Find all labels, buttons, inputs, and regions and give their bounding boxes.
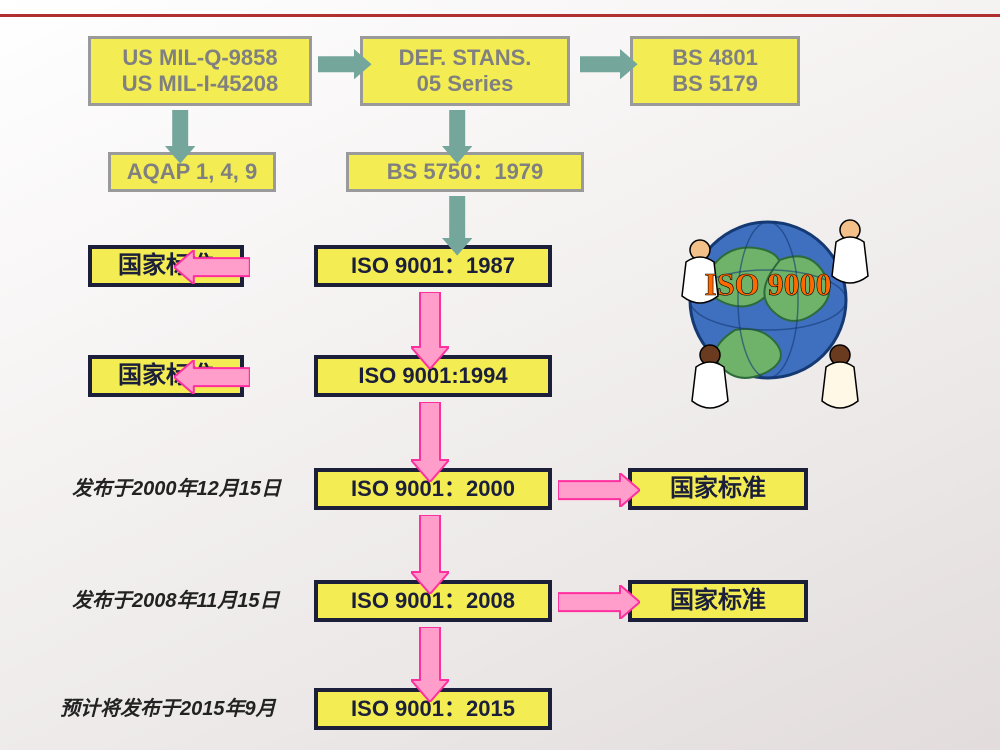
top-rule	[0, 14, 1000, 17]
arrow-a-1987-1994	[411, 292, 449, 369]
globe-label: ISO 9000	[704, 266, 831, 302]
box-us-mil: US MIL-Q-9858 US MIL-I-45208	[88, 36, 312, 106]
globe-clipart: ISO 9000	[640, 200, 900, 420]
box-bs4801: BS 4801 BS 5179	[630, 36, 800, 106]
arrow-a-2008-2015	[411, 627, 449, 702]
arrow-a-2008-nat	[558, 585, 640, 619]
box-nat-4: 国家标准	[628, 580, 808, 622]
arrow-a-def-bs	[580, 49, 638, 79]
note-note-2000: 发布于2000年12月15日	[72, 472, 281, 501]
box-iso1987: ISO 9001：1987	[314, 245, 552, 287]
arrow-a-2000-nat	[558, 473, 640, 507]
box-def-stans: DEF. STANS. 05 Series	[360, 36, 570, 106]
arrow-a-def-bs5750	[442, 110, 472, 164]
arrow-a-usmil-def	[318, 49, 372, 79]
arrow-a-1994-2000	[411, 402, 449, 482]
note-note-2015: 预计将发布于2015年9月	[60, 692, 276, 721]
arrow-a-1994-nat	[174, 360, 250, 394]
note-note-2008: 发布于2008年11月15日	[72, 584, 280, 613]
arrow-a-1987-nat	[174, 250, 250, 284]
arrow-a-usmil-aqap	[165, 110, 195, 164]
box-nat-3: 国家标准	[628, 468, 808, 510]
arrow-a-2000-2008	[411, 515, 449, 594]
arrow-a-bs5750-1987	[442, 196, 472, 256]
